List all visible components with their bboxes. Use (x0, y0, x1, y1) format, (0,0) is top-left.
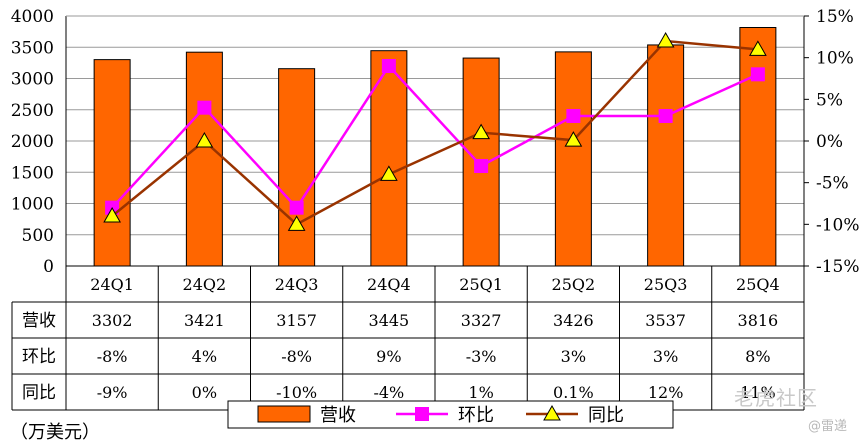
table-cell: 12% (648, 383, 684, 402)
x-tick-label: 25Q1 (459, 275, 503, 294)
table-cell: 9% (376, 347, 401, 366)
x-tick-label: 25Q2 (552, 275, 596, 294)
y-tick-label: 0 (43, 257, 54, 277)
table-cell: 3426 (553, 311, 594, 330)
table-row-label: 同比 (22, 383, 56, 403)
x-tick-label: 25Q3 (644, 275, 688, 294)
bar-24Q2 (185, 51, 223, 267)
y-tick-label: 2500 (11, 101, 54, 121)
y2-tick-label: -15% (816, 257, 860, 277)
y-tick-label: 3500 (11, 38, 54, 58)
marker-环比 (474, 159, 489, 173)
table-cell: 3537 (645, 311, 686, 330)
y-tick-label: 500 (22, 226, 54, 246)
x-tick-label: 24Q1 (90, 275, 134, 294)
marker-同比 (380, 165, 398, 181)
table-cell: 3% (653, 347, 678, 366)
x-tick-label: 24Q3 (275, 275, 319, 294)
bar-25Q4 (739, 27, 777, 267)
y-tick-label: 2000 (11, 132, 54, 152)
legend-marker-同比 (543, 404, 561, 421)
y-tick-label: 1500 (11, 163, 54, 183)
table-cell: 0.1% (553, 383, 594, 402)
table-cell: 3445 (369, 311, 410, 330)
bar-25Q3 (647, 44, 685, 267)
x-tick-label: 25Q4 (736, 275, 780, 294)
table-cell: -3% (466, 347, 497, 366)
table-cell: 3421 (184, 311, 225, 330)
marker-同比 (103, 206, 121, 223)
marker-环比 (750, 67, 765, 82)
marker-环比 (381, 59, 396, 73)
table-cell: 3816 (738, 311, 779, 330)
marker-同比 (472, 123, 490, 140)
bar-25Q2 (554, 51, 592, 267)
legend-label-环比: 环比 (458, 405, 494, 426)
y2-tick-label: 0% (816, 132, 843, 152)
marker-同比 (656, 31, 675, 48)
bar-24Q4 (370, 50, 408, 267)
table-row-label: 环比 (22, 347, 56, 367)
line-同比 (111, 39, 758, 226)
table-cell: 1% (468, 383, 493, 402)
table-cell: 3157 (276, 311, 317, 330)
x-tick-label: 24Q4 (367, 275, 411, 294)
watermark-handle: @雷递 (808, 419, 848, 434)
y-tick-label: 1000 (11, 195, 54, 215)
marker-环比 (658, 109, 673, 123)
table-cell: 0% (192, 383, 217, 402)
table-cell: -4% (373, 383, 404, 402)
y-tick-label: 4000 (11, 7, 54, 27)
marker-同比 (749, 40, 767, 56)
table-cell: 3% (561, 347, 586, 366)
marker-同比 (564, 131, 583, 147)
y2-tick-label: 10% (816, 49, 854, 69)
table-cell: 3302 (92, 311, 133, 330)
bar-24Q1 (93, 59, 131, 267)
table-cell: 3327 (461, 311, 502, 330)
marker-环比 (197, 100, 212, 115)
table-cell: 8% (745, 347, 770, 366)
marker-同比 (195, 131, 214, 148)
table-cell: 11% (740, 383, 776, 402)
table-cell: -8% (281, 347, 312, 366)
legend-swatch-营收 (257, 405, 311, 423)
y2-tick-label: -5% (816, 174, 849, 194)
table-cell: 4% (192, 347, 217, 366)
unit-label: （万美元） (10, 422, 100, 443)
x-tick-label: 24Q2 (183, 275, 227, 294)
line-环比 (111, 63, 759, 210)
y2-tick-label: 15% (816, 7, 854, 27)
marker-同比 (287, 215, 306, 231)
y-tick-label: 3000 (11, 70, 54, 90)
marker-环比 (566, 109, 581, 123)
watermark: 老虎社区 (734, 386, 818, 410)
table-row-label: 营收 (22, 311, 56, 331)
legend-label-同比: 同比 (588, 405, 624, 426)
table-cell: -9% (97, 383, 128, 402)
y2-tick-label: 5% (816, 90, 843, 110)
marker-环比 (289, 200, 304, 215)
bar-24Q3 (278, 68, 316, 267)
table-cell: -10% (276, 383, 317, 402)
legend-label-营收: 营收 (320, 405, 356, 426)
legend-marker-环比 (415, 407, 429, 421)
table-cell: -8% (97, 347, 128, 366)
y2-tick-label: -10% (816, 215, 860, 235)
